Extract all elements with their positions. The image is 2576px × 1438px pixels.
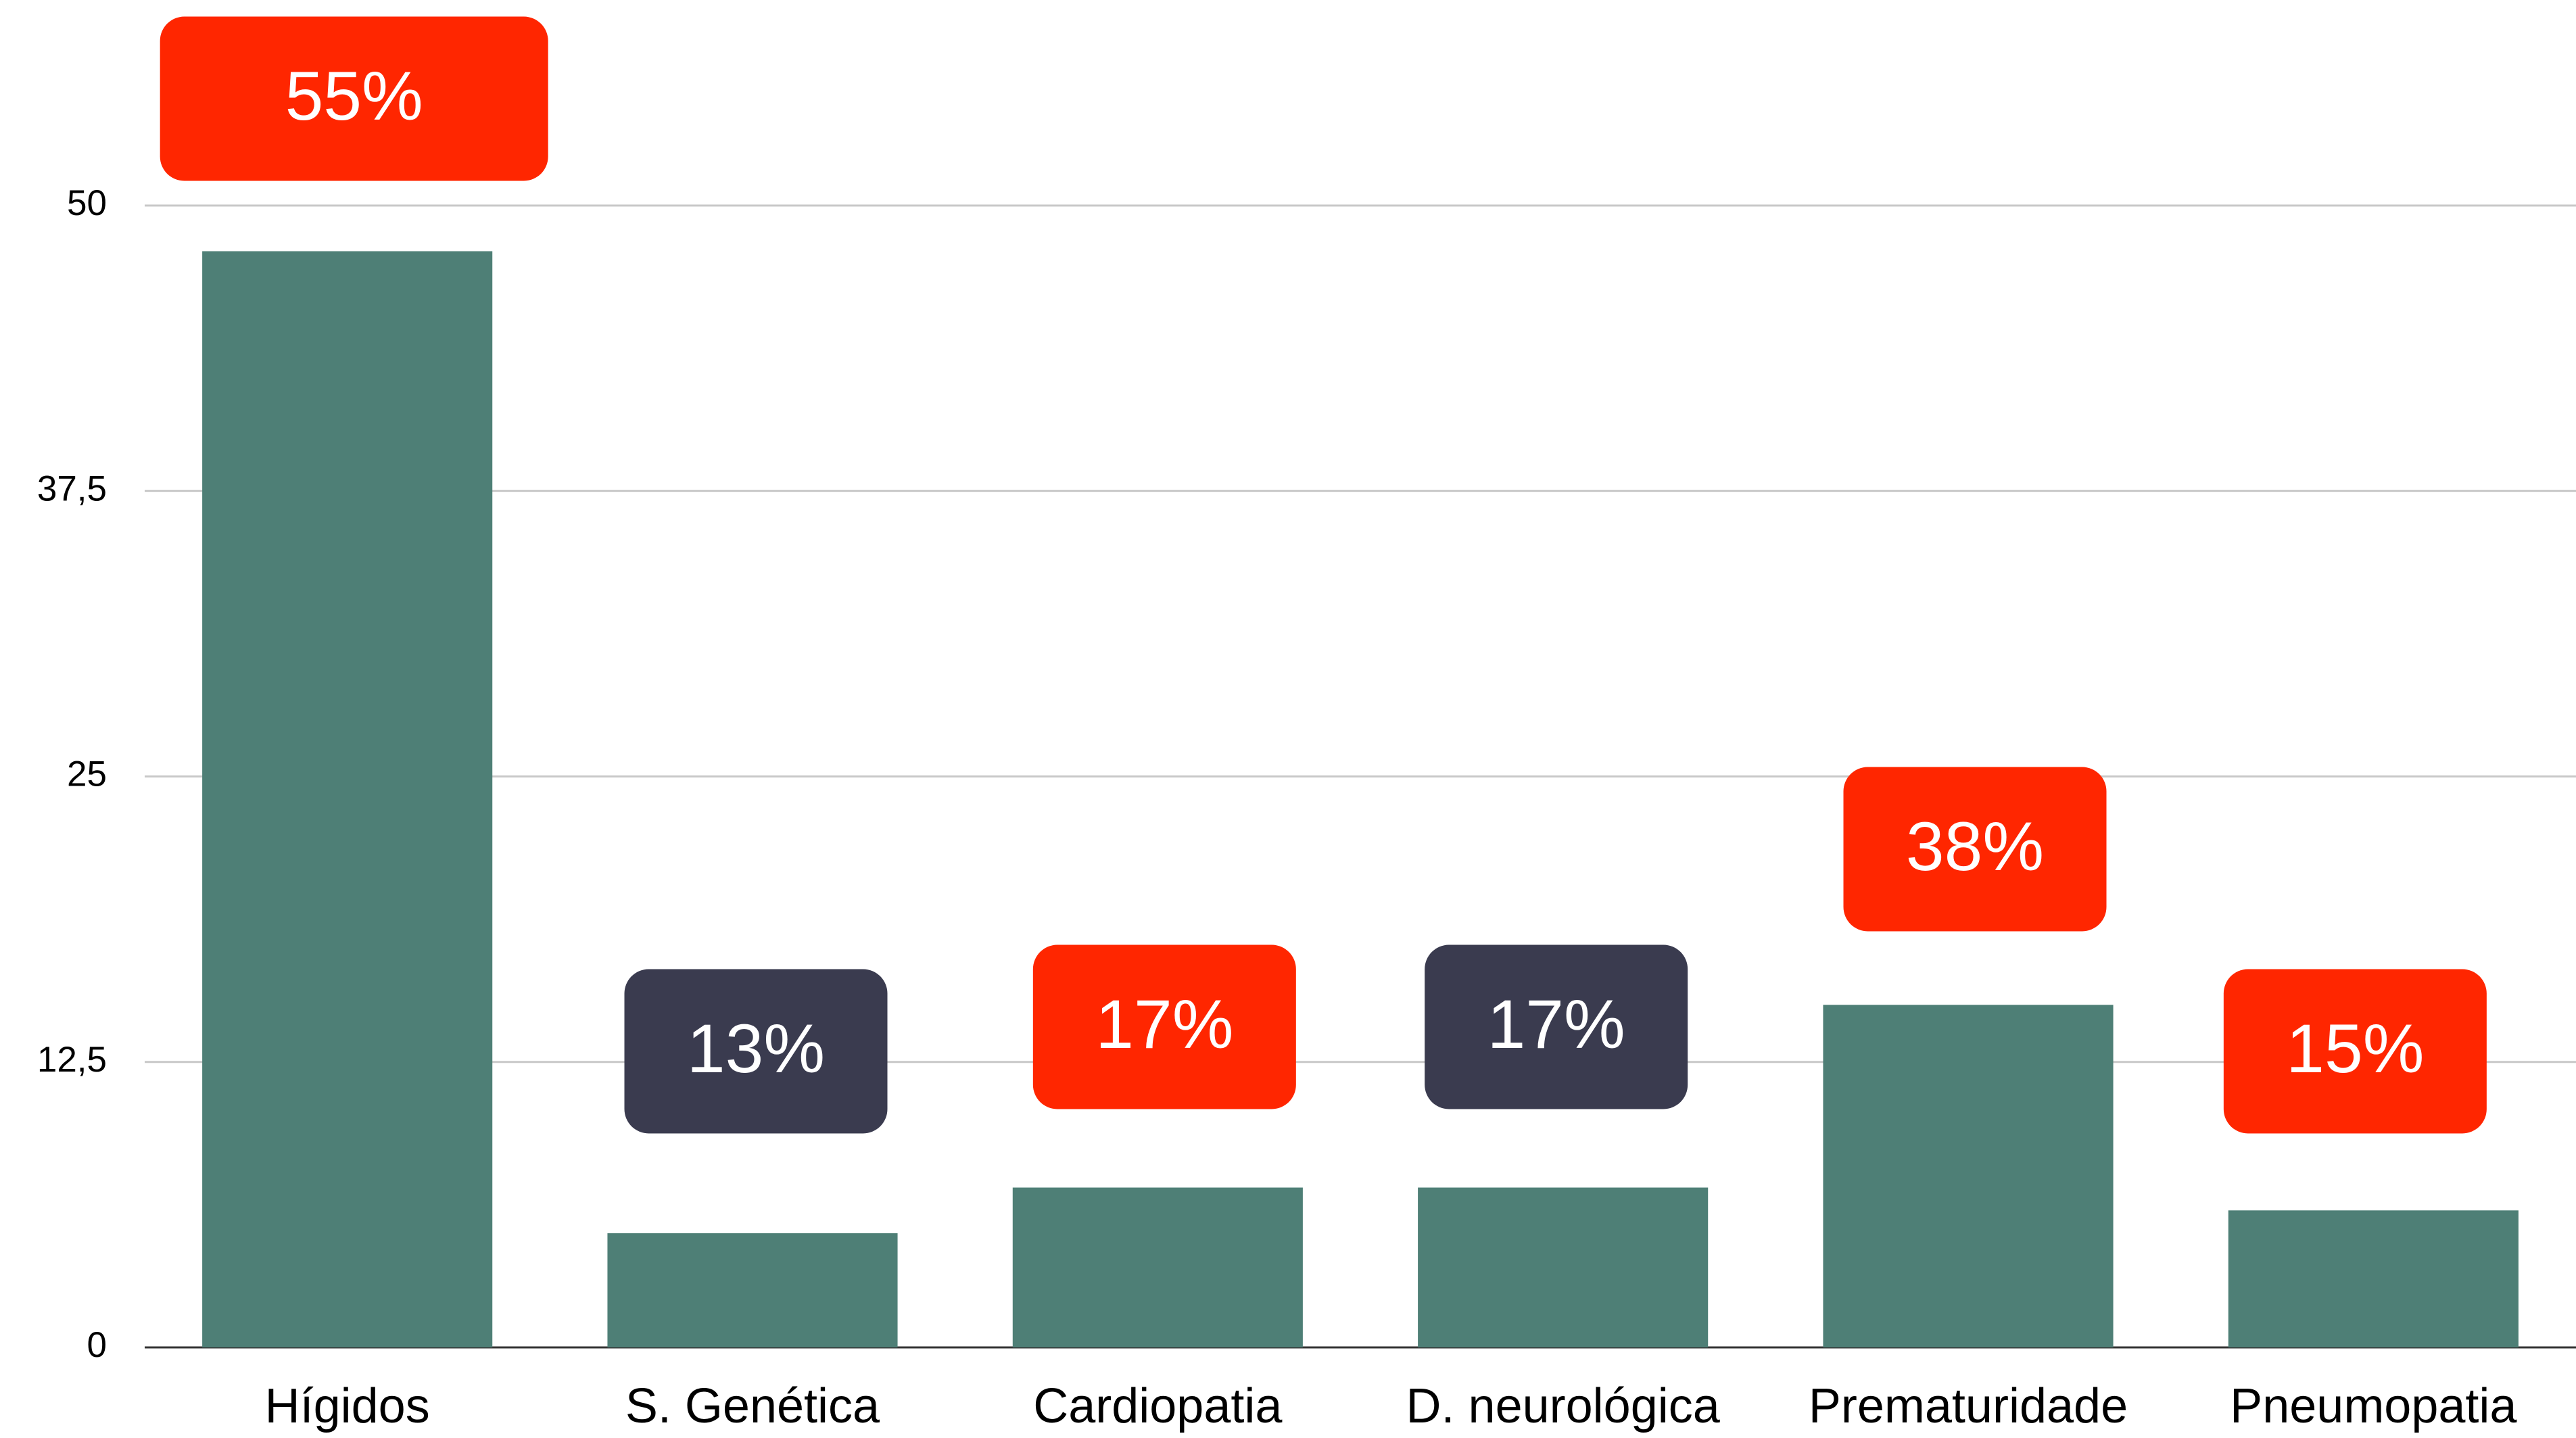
x-tick-label: Cardiopatia	[1033, 1379, 1283, 1433]
bar	[1418, 1187, 1709, 1347]
bar	[607, 1233, 898, 1347]
x-tick-label: Hígidos	[265, 1379, 430, 1433]
annotation-box	[1843, 767, 2107, 932]
annotation-label: 15%	[2286, 1010, 2424, 1087]
annotation-box	[624, 969, 888, 1134]
annotation-label: 17%	[1487, 986, 1625, 1063]
annotation-box	[1032, 944, 1296, 1109]
x-tick-label: Pneumopatia	[2230, 1379, 2517, 1433]
x-tick-label: D. neurológica	[1406, 1379, 1721, 1433]
y-tick-label: 37,5	[37, 469, 107, 508]
y-tick-label: 25	[67, 754, 107, 794]
annotation-label: 55%	[285, 57, 423, 135]
y-tick-label: 12,5	[37, 1040, 107, 1080]
bar	[1012, 1187, 1303, 1347]
bar	[2228, 1210, 2519, 1347]
y-tick-label: 0	[87, 1325, 107, 1365]
bar	[1823, 1005, 2114, 1347]
annotation-label: 17%	[1095, 986, 1233, 1063]
x-tick-label: Prematuridade	[1809, 1379, 2128, 1433]
annotation-box	[2223, 969, 2487, 1134]
x-tick-label: S. Genética	[625, 1379, 880, 1433]
y-tick-label: 50	[67, 183, 107, 223]
annotation-box	[1425, 944, 1688, 1109]
annotation-label: 13%	[687, 1010, 825, 1087]
bar	[202, 251, 493, 1347]
annotation-label: 38%	[1906, 808, 2044, 885]
annotation-box	[160, 16, 548, 181]
